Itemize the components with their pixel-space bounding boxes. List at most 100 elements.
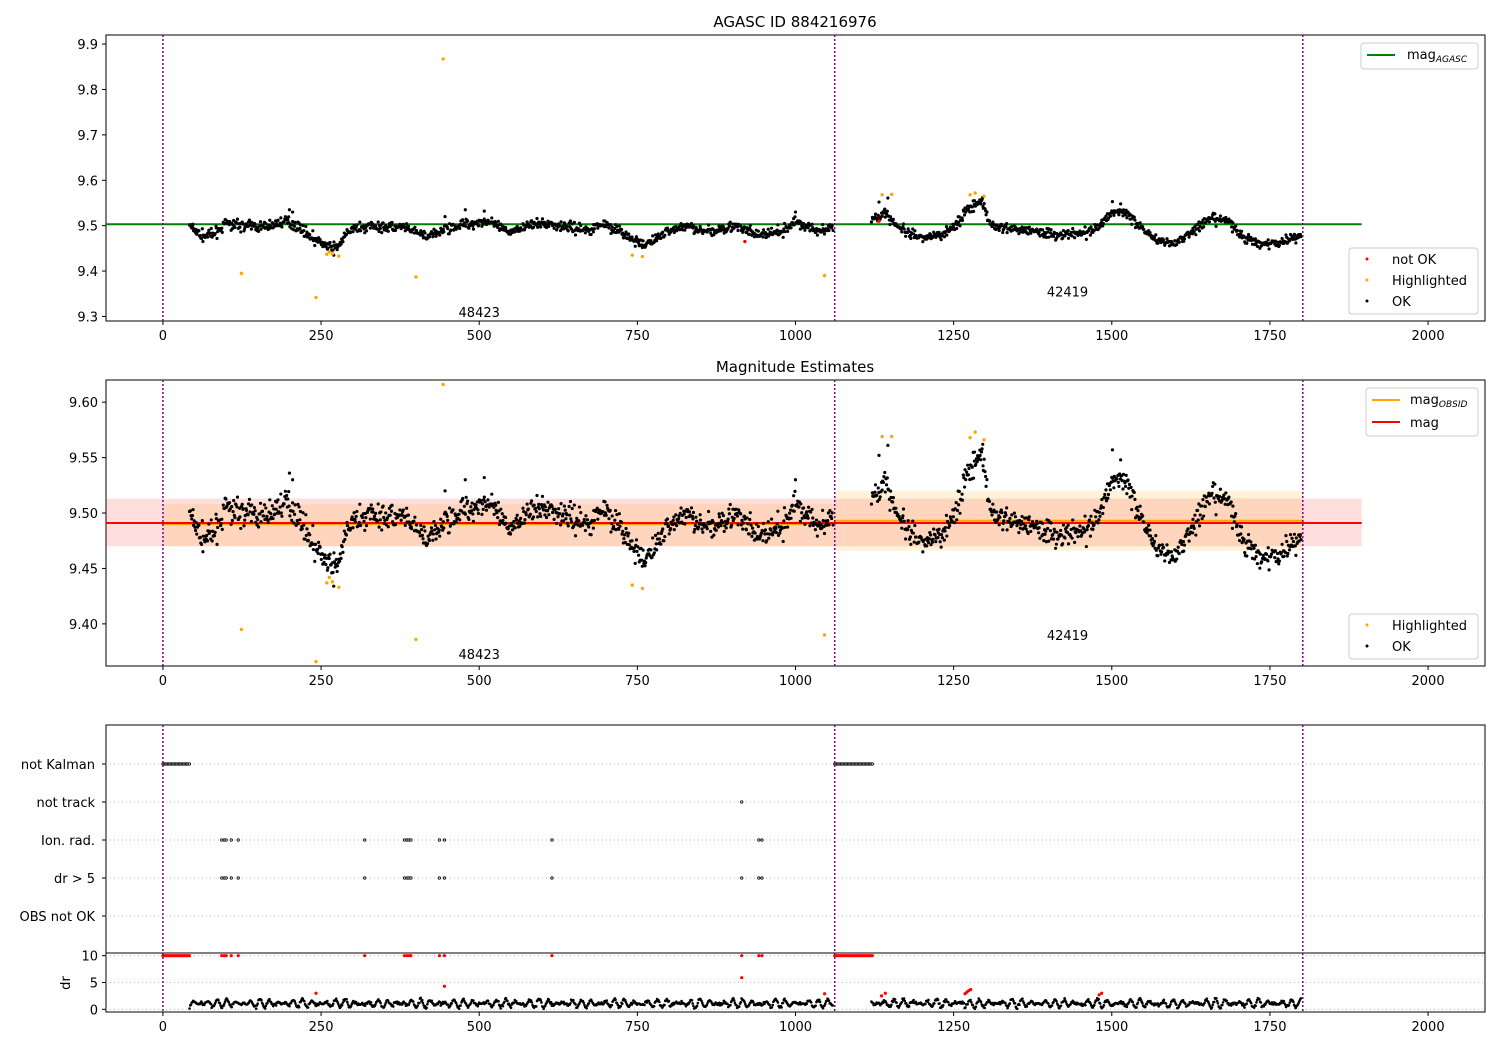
dr-ok-point xyxy=(540,1001,543,1004)
dr-ok-point xyxy=(938,1002,941,1005)
ok-point xyxy=(413,225,417,229)
ok-point xyxy=(1042,538,1046,543)
ok-point xyxy=(566,229,570,233)
dr-ok-point xyxy=(1241,1002,1245,1005)
dr-ok-point xyxy=(585,1006,588,1010)
ok-point xyxy=(650,555,654,559)
ok-point xyxy=(692,530,696,534)
flag-point xyxy=(550,838,554,842)
ok-point xyxy=(1175,242,1179,247)
ok-point xyxy=(199,236,204,241)
ok-point xyxy=(194,521,198,525)
ok-point xyxy=(1277,559,1282,563)
ok-point xyxy=(1273,556,1277,560)
ok-point xyxy=(1047,539,1051,543)
dr-ok-point xyxy=(979,1000,983,1004)
highlighted-point xyxy=(239,627,244,632)
dr-ok-point xyxy=(266,1001,269,1005)
dr-ok-point xyxy=(384,1001,388,1004)
ok-point xyxy=(302,229,306,233)
ok-point xyxy=(351,230,355,234)
obs-label-42419: 42419 xyxy=(1047,285,1088,300)
dr-ok-point xyxy=(1221,1003,1224,1007)
ok-point xyxy=(553,507,557,511)
ok-point xyxy=(1242,537,1246,541)
ok-point xyxy=(970,205,974,209)
ok-point xyxy=(463,512,468,516)
ok-point xyxy=(830,516,834,521)
dr-ok-point xyxy=(349,1004,353,1008)
dr-ok-point xyxy=(268,997,271,1001)
ok-point xyxy=(515,224,519,229)
ok-point xyxy=(252,512,256,516)
ok-point xyxy=(381,504,385,508)
ok-point xyxy=(288,514,292,518)
dr-ok-point xyxy=(658,1000,661,1004)
dr-ok-point xyxy=(605,999,608,1002)
ok-point xyxy=(1290,536,1294,540)
ok-point xyxy=(894,506,898,510)
ok-point xyxy=(1051,532,1055,537)
ok-point xyxy=(617,224,621,228)
ok-point xyxy=(626,534,630,538)
ok-point xyxy=(1264,552,1269,556)
ok-point xyxy=(957,503,961,507)
ok-point xyxy=(546,219,550,223)
ok-point xyxy=(510,528,515,532)
ok-point xyxy=(1121,208,1126,212)
ok-point xyxy=(1161,545,1166,550)
ok-point xyxy=(441,227,445,231)
ok-point xyxy=(958,511,962,515)
ok-point xyxy=(333,565,337,569)
ok-point xyxy=(655,548,659,552)
ok-point xyxy=(793,478,798,482)
ok-point xyxy=(610,225,614,229)
dr-ok-point xyxy=(313,1001,317,1005)
dr-ok-point xyxy=(969,998,972,1002)
ok-point xyxy=(727,512,731,516)
ok-point xyxy=(259,227,263,231)
ok-point xyxy=(432,520,436,524)
ok-point xyxy=(534,506,538,510)
ok-point xyxy=(990,513,994,517)
ok-point xyxy=(974,462,978,467)
ok-point xyxy=(869,220,874,224)
ok-point xyxy=(883,490,887,494)
ok-point xyxy=(698,518,703,522)
ok-point xyxy=(209,226,213,231)
ok-point xyxy=(651,536,655,540)
ok-point xyxy=(799,220,803,224)
ok-point xyxy=(640,564,644,568)
ok-point xyxy=(906,527,910,532)
ok-point xyxy=(679,222,683,226)
ok-point xyxy=(382,515,386,520)
ok-point xyxy=(1059,233,1064,237)
ok-point xyxy=(589,533,593,537)
ok-point xyxy=(442,230,446,234)
ok-point xyxy=(999,508,1003,512)
ok-point xyxy=(711,227,715,231)
ok-point xyxy=(496,225,500,230)
ok-point xyxy=(536,515,540,519)
ok-point xyxy=(386,229,390,233)
ok-point xyxy=(377,525,381,529)
ok-point xyxy=(615,513,619,517)
dr-ok-point xyxy=(499,1007,503,1010)
legend-label-highlighted: Highlighted xyxy=(1392,274,1467,289)
ok-point xyxy=(1222,493,1226,497)
ok-point xyxy=(962,213,967,217)
dr-ok-point xyxy=(696,1001,700,1005)
ok-point xyxy=(981,442,985,446)
x-tick-label: 1500 xyxy=(1095,674,1128,689)
ok-point xyxy=(1182,543,1187,547)
flag-point xyxy=(224,838,228,842)
ok-point xyxy=(344,233,348,237)
ok-point xyxy=(881,480,886,485)
ok-point xyxy=(357,520,361,525)
ok-point xyxy=(1029,231,1033,235)
ok-point xyxy=(1121,214,1125,218)
ok-point xyxy=(220,226,224,230)
ok-point xyxy=(942,538,946,542)
ok-point xyxy=(1294,241,1298,245)
ok-point xyxy=(1253,237,1258,241)
